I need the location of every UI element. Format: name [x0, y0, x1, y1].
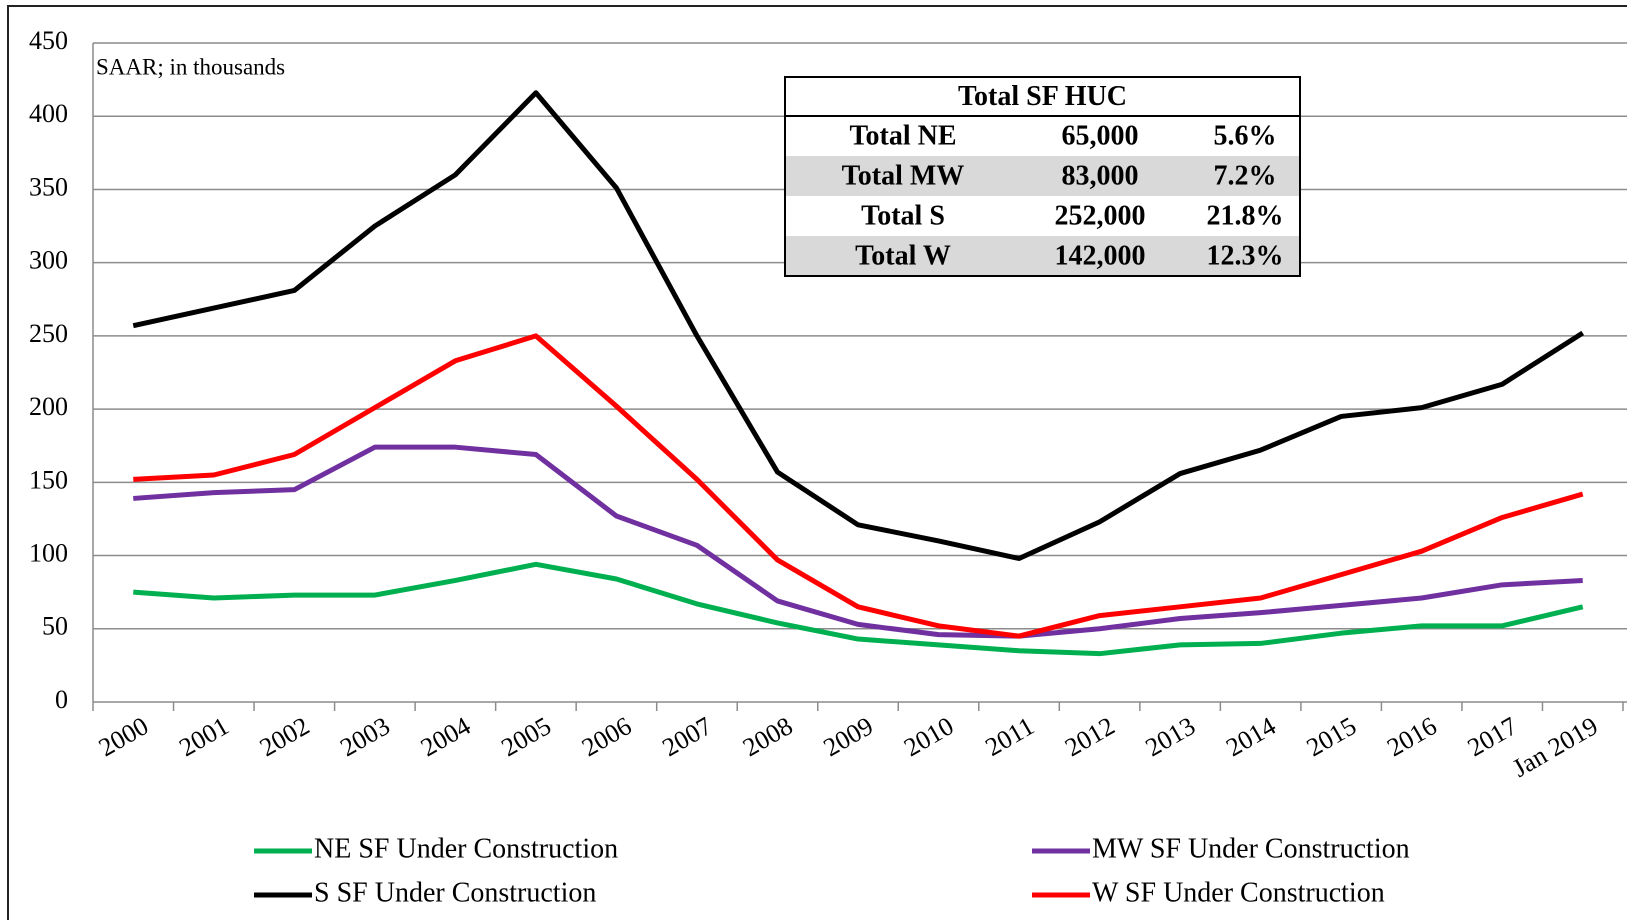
x-tick-label: 2008 [738, 711, 798, 762]
y-tick-label: 400 [29, 99, 68, 128]
legend-label: MW SF Under Construction [1092, 833, 1410, 864]
table-cell: 7.2% [1214, 160, 1277, 191]
x-tick-label: 2013 [1141, 711, 1201, 762]
x-tick-label: 2009 [818, 711, 878, 762]
table-cell: 65,000 [1062, 120, 1139, 151]
table-cell: Total NE [849, 120, 956, 151]
x-tick-label: 2000 [94, 711, 154, 762]
x-tick-label: 2010 [899, 711, 959, 762]
table-cell: 142,000 [1055, 240, 1146, 271]
table-title: Total SF HUC [958, 81, 1127, 112]
y-tick-label: 250 [29, 319, 68, 348]
table-cell: 83,000 [1062, 160, 1139, 191]
x-tick-label: 2005 [496, 711, 556, 762]
data-line [133, 561, 1584, 657]
summary-table: Total NE 65,000 5.6% Total MW 83,000 7.2% Tota… [784, 76, 1301, 277]
y-tick-label: 300 [29, 246, 68, 275]
y-tick-label: 200 [29, 392, 68, 421]
table-row-shade [785, 236, 1300, 276]
y-tick-label: 450 [29, 26, 68, 55]
x-tick-label: 2011 [980, 711, 1039, 762]
table-cell: 252,000 [1055, 200, 1146, 231]
data-line [132, 90, 1585, 561]
x-tick-label: Jan 2019 [1508, 711, 1603, 783]
x-tick-label: 2016 [1382, 711, 1442, 762]
table-cell: 21.8% [1207, 200, 1284, 231]
table-border [784, 76, 1301, 277]
annotation: SAAR; in thousands [96, 54, 285, 79]
x-tick-label: 2003 [335, 711, 395, 762]
x-tick-label: 2012 [1060, 711, 1120, 762]
table-cell: Total S [861, 200, 945, 231]
x-tick-label: 2001 [174, 711, 234, 762]
x-tick-label: 2007 [657, 711, 717, 762]
x-tick-label: 2004 [416, 711, 476, 762]
legend-label: NE SF Under Construction [314, 833, 618, 864]
table-cell: Total W [855, 240, 951, 271]
chart-frame [7, 5, 1627, 920]
legend-label: S SF Under Construction [314, 877, 596, 908]
data-line [133, 333, 1584, 639]
table-cell: 5.6% [1214, 120, 1277, 151]
y-tick-label: 350 [29, 172, 68, 201]
y-tick-label: 0 [55, 685, 68, 714]
table-cell: 12.3% [1207, 240, 1284, 271]
x-tick-label: 2014 [1221, 711, 1281, 762]
data-line [133, 444, 1583, 639]
x-tick-label: 2002 [255, 711, 315, 762]
x-tick-label: 2015 [1302, 711, 1362, 762]
table-cell: Total MW [842, 160, 965, 191]
legend-label: W SF Under Construction [1092, 877, 1385, 908]
y-tick-label: 100 [29, 539, 68, 568]
y-tick-label: 150 [29, 465, 68, 494]
table-row-shade [785, 156, 1300, 196]
y-tick-label: 50 [42, 612, 68, 641]
x-tick-label: 2006 [577, 711, 637, 762]
